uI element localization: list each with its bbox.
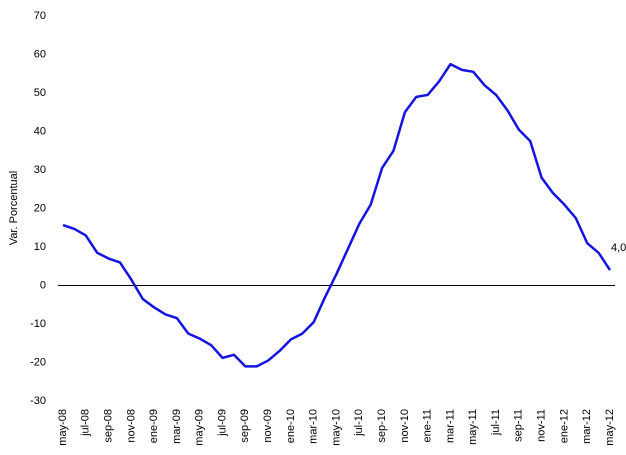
y-tick-label: 0 <box>40 279 46 291</box>
x-tick-label: mar-12 <box>581 409 593 444</box>
x-tick-label: may-11 <box>467 409 479 445</box>
y-tick-label: 60 <box>34 48 46 60</box>
x-tick-label: ene-11 <box>422 409 434 442</box>
x-tick-label: mar-09 <box>171 409 183 444</box>
x-tick-label: nov-08 <box>125 409 137 443</box>
y-tick-label: 20 <box>34 202 46 214</box>
x-tick-label: jul-09 <box>216 409 228 437</box>
data-label: 4,0 <box>611 242 626 254</box>
y-tick-label: -30 <box>30 395 46 407</box>
x-tick-label: sep-09 <box>239 409 251 443</box>
x-tick-label: sep-11 <box>513 409 525 442</box>
x-tick-label: nov-11 <box>536 409 548 442</box>
x-tick-label: may-10 <box>330 409 342 446</box>
y-tick-label: 10 <box>34 241 46 253</box>
x-tick-label: jul-11 <box>490 409 502 436</box>
x-tick-label: may-09 <box>194 409 206 446</box>
y-tick-label: 40 <box>34 125 46 137</box>
x-tick-label: ene-09 <box>148 409 160 443</box>
y-axis-label: Var. Porcentual <box>8 171 20 245</box>
x-tick-label: jul-08 <box>80 409 92 437</box>
x-tick-label: sep-08 <box>102 409 114 443</box>
x-tick-label: nov-09 <box>262 409 274 443</box>
y-tick-label: -20 <box>30 356 46 368</box>
x-tick-label: jul-10 <box>353 409 365 437</box>
x-tick-label: mar-10 <box>308 409 320 444</box>
line-series <box>62 62 612 368</box>
x-tick-label: mar-11 <box>444 409 456 443</box>
y-tick-label: -10 <box>30 318 46 330</box>
y-tick-label: 50 <box>34 87 46 99</box>
x-tick-label: ene-12 <box>558 409 570 443</box>
x-tick-label: sep-10 <box>376 409 388 443</box>
x-tick-label: may-12 <box>604 409 616 446</box>
y-tick-label: 30 <box>34 164 46 176</box>
x-tick-label: nov-10 <box>399 409 411 443</box>
y-tick-label: 70 <box>34 10 46 22</box>
x-tick-label: ene-10 <box>285 409 297 443</box>
x-tick-label: may-08 <box>57 409 69 446</box>
